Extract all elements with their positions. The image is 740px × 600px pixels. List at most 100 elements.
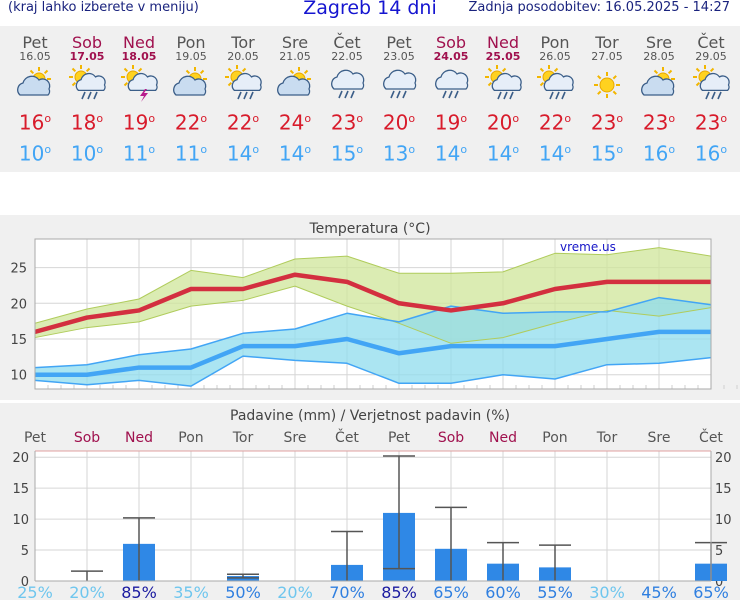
precip-probability: 65% <box>433 583 469 600</box>
day-name: Tor <box>595 33 619 52</box>
precip-y-tick-left: 5 <box>21 544 29 559</box>
precip-y-tick-right: 20 <box>715 451 732 466</box>
temp-min: 11o <box>174 141 208 166</box>
temp-max-value: 22 <box>174 110 201 135</box>
watermark: vreme.us <box>560 240 616 254</box>
precip-probability: 30% <box>589 583 625 600</box>
precip-chart-title: Padavine (mm) / Verjetnost padavin (%) <box>230 408 510 424</box>
precipitation-chart: Padavine (mm) / Verjetnost padavin (%) Pe… <box>0 403 740 600</box>
precip-y-tick-right: 10 <box>715 513 732 528</box>
temp-min-value: 16 <box>642 141 669 166</box>
day-name: Sre <box>645 33 673 52</box>
precip-probability: 70% <box>329 583 365 600</box>
precip-day-label: Ned <box>125 430 153 446</box>
temp-max: 16o <box>18 110 52 135</box>
partly-cloudy-icon <box>17 67 51 96</box>
temp-max-value: 22 <box>538 110 565 135</box>
day-date: 18.05 <box>121 50 157 63</box>
precip-day-label: Tor <box>596 430 618 446</box>
sun-icon <box>594 72 620 98</box>
weather-icon-box <box>269 65 321 105</box>
header-left-note: (kraj lahko izberete v meniju) <box>8 0 199 15</box>
weather-icon-box <box>685 65 737 105</box>
day-column: Tor 20.05 22o 14o <box>217 26 269 166</box>
precip-day-label: Pet <box>388 430 411 446</box>
temp-min-value: 10 <box>70 141 97 166</box>
temp-chart-title: Temperatura (°C) <box>308 221 430 237</box>
temp-min: 15o <box>590 141 624 166</box>
temp-min: 10o <box>70 141 104 166</box>
temp-min-value: 14 <box>226 141 253 166</box>
precip-y-tick-right: 0 <box>715 575 723 590</box>
day-name: Sre <box>281 33 309 52</box>
day-column: Pet 16.05 16o 10o <box>9 26 61 166</box>
temp-y-tick: 20 <box>10 297 27 312</box>
weather-icon-box <box>425 65 477 105</box>
temp-min: 14o <box>486 141 520 166</box>
cloud-rain-icon <box>383 69 417 99</box>
day-name: Sob <box>435 33 467 52</box>
day-column: Ned 18.05 19o 11o <box>113 26 165 166</box>
precip-day-label: Čet <box>699 428 723 446</box>
day-name: Sob <box>71 33 103 52</box>
precip-day-label: Ned <box>489 430 517 446</box>
weather-icon-box <box>581 65 633 105</box>
precip-y-tick-right: 5 <box>715 544 723 559</box>
day-date: 29.05 <box>695 50 727 63</box>
day-column: Pon 26.05 22o 14o <box>529 26 581 166</box>
temp-max: 22o <box>174 110 208 135</box>
precip-probability: 50% <box>225 583 261 600</box>
day-column: Čet 22.05 23o 15o <box>321 26 373 166</box>
weather-icon-box <box>113 65 165 105</box>
weather-icon-box <box>633 65 685 105</box>
temp-max-value: 16 <box>18 110 45 135</box>
precip-y-tick-left: 0 <box>21 575 29 590</box>
sun-cloud-rain-icon <box>225 65 262 100</box>
precip-y-tick-left: 15 <box>12 482 29 497</box>
temp-min: 14o <box>278 141 312 166</box>
max-temp-line <box>34 272 711 335</box>
temp-min: 16o <box>694 141 728 166</box>
temp-max-value: 18 <box>70 110 97 135</box>
day-column: Sob 24.05 19o 14o <box>425 26 477 166</box>
temp-min-value: 11 <box>174 141 201 166</box>
weather-icon-box <box>61 65 113 105</box>
precip-probability: 85% <box>381 583 417 600</box>
temp-min: 13o <box>382 141 416 166</box>
temp-plot-frame <box>34 238 712 390</box>
day-name: Čet <box>333 33 361 52</box>
precip-probability: 45% <box>641 583 677 600</box>
temp-min-value: 14 <box>434 141 461 166</box>
temp-max: 22o <box>538 110 572 135</box>
weather-icon-box <box>373 65 425 105</box>
sun-cloud-rain-icon <box>69 65 106 100</box>
precip-probability: 65% <box>693 583 729 600</box>
precip-probability: 25% <box>17 583 53 600</box>
weather-icon-box <box>9 65 61 105</box>
precip-probability: 60% <box>485 583 521 600</box>
precip-day-label: Tor <box>232 430 254 446</box>
day-date: 28.05 <box>643 50 675 63</box>
temp-max: 22o <box>226 110 260 135</box>
day-column: Sre 21.05 24o 14o <box>269 26 321 166</box>
sun-cloud-thunder-icon <box>121 65 158 102</box>
sun-cloud-rain-icon <box>537 65 574 100</box>
day-column: Tor 27.05 23o 15o <box>581 26 633 166</box>
weather-icon-box <box>477 65 529 105</box>
temp-y-tick: 15 <box>10 333 27 348</box>
precip-probability: 55% <box>537 583 573 600</box>
day-date: 16.05 <box>19 50 51 63</box>
last-update: Zadnja posodobitev: 16.05.2025 - 14:27 <box>468 0 730 15</box>
temp-max: 23o <box>330 110 364 135</box>
weather-icon-box <box>321 65 373 105</box>
page-title: Zagreb 14 dni <box>303 0 437 19</box>
precip-y-tick-right: 15 <box>715 482 732 497</box>
day-name: Pon <box>176 33 206 52</box>
day-date: 22.05 <box>331 50 363 63</box>
temp-min-value: 15 <box>330 141 357 166</box>
cloud-rain-icon <box>435 69 469 99</box>
temp-max: 23o <box>590 110 624 135</box>
temp-max-value: 22 <box>226 110 253 135</box>
temp-max: 19o <box>122 110 156 135</box>
forecast-days-strip: Pet 16.05 16o 10o Sob 17.05 18o 10o Ned 18.05 19o 1… <box>0 26 740 172</box>
